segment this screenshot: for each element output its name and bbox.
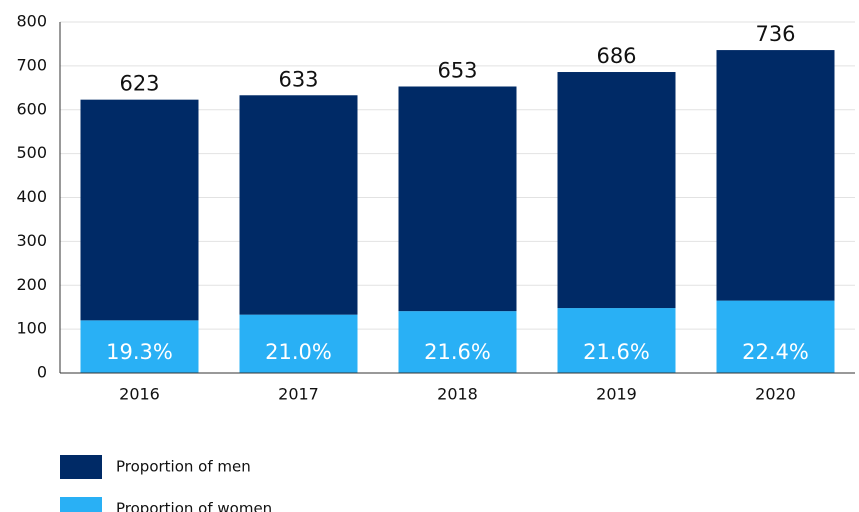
x-tick-label: 2020 bbox=[755, 385, 796, 404]
bar-segment bbox=[239, 314, 358, 373]
share-label: 21.6% bbox=[583, 340, 650, 364]
y-tick-label: 800 bbox=[16, 12, 47, 31]
share-label: 21.6% bbox=[424, 340, 491, 364]
y-tick-label: 700 bbox=[16, 55, 47, 74]
legend-swatch bbox=[60, 497, 102, 512]
total-label: 633 bbox=[278, 67, 318, 91]
total-label: 653 bbox=[437, 58, 477, 82]
legend-swatch bbox=[60, 455, 102, 479]
total-label: 623 bbox=[119, 72, 159, 96]
bar-segment bbox=[398, 86, 517, 312]
bar-segment bbox=[716, 50, 835, 301]
share-label: 22.4% bbox=[742, 340, 809, 364]
share-label: 21.0% bbox=[265, 340, 332, 364]
x-tick-label: 2017 bbox=[278, 385, 319, 404]
total-label: 736 bbox=[755, 22, 795, 46]
y-tick-label: 400 bbox=[16, 187, 47, 206]
y-tick-label: 200 bbox=[16, 275, 47, 294]
x-tick-label: 2018 bbox=[437, 385, 478, 404]
y-tick-label: 600 bbox=[16, 99, 47, 118]
bar-segment bbox=[398, 311, 517, 373]
legend-label: Proportion of women bbox=[116, 500, 272, 512]
bar-segment bbox=[557, 308, 676, 373]
share-label: 19.3% bbox=[106, 340, 173, 364]
y-tick-label: 500 bbox=[16, 143, 47, 162]
total-label: 686 bbox=[596, 44, 636, 68]
y-tick-label: 0 bbox=[37, 363, 47, 382]
bar-segment bbox=[80, 320, 199, 373]
x-tick-label: 2019 bbox=[596, 385, 637, 404]
x-tick-label: 2016 bbox=[119, 385, 160, 404]
legend-label: Proportion of men bbox=[116, 458, 251, 476]
y-tick-label: 300 bbox=[16, 231, 47, 250]
bar-segment bbox=[239, 95, 358, 315]
bar-segment bbox=[557, 72, 676, 309]
bar-segment bbox=[716, 300, 835, 373]
bar-segment bbox=[80, 99, 199, 321]
y-tick-label: 100 bbox=[16, 319, 47, 338]
